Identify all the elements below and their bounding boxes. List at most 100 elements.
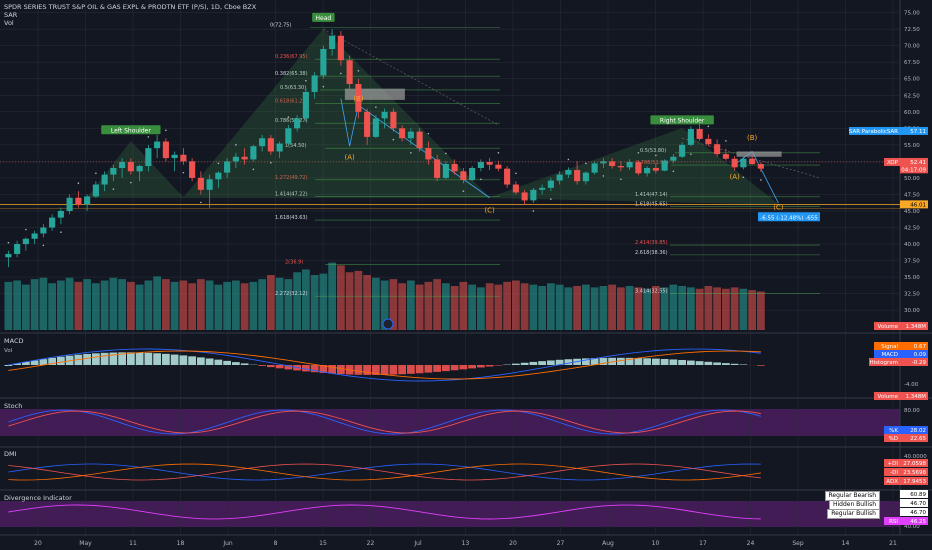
volume-bar bbox=[118, 279, 126, 330]
volume-bar bbox=[4, 281, 13, 330]
candle-body bbox=[591, 163, 598, 173]
candle-body bbox=[162, 141, 169, 159]
volume-bar bbox=[197, 279, 205, 330]
macd-histogram-bar bbox=[590, 358, 599, 365]
y-tick-label: 75.00 bbox=[904, 11, 920, 17]
sar-dot bbox=[567, 158, 570, 161]
candle-body bbox=[661, 160, 668, 171]
volume-bar bbox=[599, 286, 608, 330]
macd-histogram-bar bbox=[494, 365, 503, 366]
plus-di-name-label: +DI bbox=[888, 461, 899, 467]
macd-histogram-bar bbox=[30, 360, 39, 365]
candle-body bbox=[687, 128, 694, 145]
candle-body bbox=[390, 111, 397, 129]
fib-level-label: 2(36.9) bbox=[285, 260, 303, 266]
volume-bar bbox=[380, 280, 389, 330]
stoch-d-name-label: %D bbox=[889, 436, 898, 442]
macd-histogram-bar bbox=[687, 360, 695, 365]
macd-histogram-bar bbox=[258, 365, 266, 366]
volume-bar bbox=[389, 279, 398, 330]
sar-dot bbox=[182, 171, 185, 174]
stoch-k-value-label-bg bbox=[900, 426, 928, 434]
rsi-value-label: 46.25 bbox=[910, 519, 926, 525]
minus-di-value-label: 23.5698 bbox=[903, 470, 926, 476]
sar-dot bbox=[515, 172, 517, 175]
volume-bar bbox=[153, 276, 161, 330]
macd-histogram-bar bbox=[153, 353, 161, 365]
volume-bar bbox=[92, 283, 100, 330]
sar-dot bbox=[42, 244, 45, 247]
candle-body bbox=[582, 172, 589, 182]
volume-bar bbox=[337, 265, 345, 330]
y-tick-label: 62.50 bbox=[904, 93, 920, 99]
candle-body bbox=[504, 168, 511, 185]
right-shoulder-label-bg bbox=[650, 115, 714, 125]
sar-dot bbox=[25, 228, 27, 231]
sar-dot bbox=[7, 241, 10, 244]
plus-di-value-label-bg bbox=[900, 459, 928, 467]
x-tick-label: 14 bbox=[842, 540, 850, 547]
macd-histogram-bar bbox=[275, 365, 284, 369]
head-label-bg bbox=[312, 12, 335, 22]
volume-bar bbox=[354, 270, 363, 330]
candle-body bbox=[425, 148, 432, 160]
candle-body bbox=[276, 143, 283, 152]
fib-level-label: 0.236(67.95) bbox=[275, 54, 308, 60]
sar-dot bbox=[742, 176, 745, 179]
volume-bar bbox=[529, 284, 538, 330]
candle-body bbox=[329, 35, 336, 49]
volume-value-label-bg bbox=[900, 322, 928, 330]
candle-body bbox=[556, 174, 563, 181]
volume-bar bbox=[407, 280, 415, 330]
x-tick-label: Aug bbox=[602, 540, 614, 547]
volume-bar bbox=[433, 279, 441, 330]
volume-bar bbox=[48, 283, 56, 330]
x-tick-label: 11 bbox=[129, 540, 137, 547]
volume-bar bbox=[564, 287, 573, 330]
y-tick-label: 32.50 bbox=[904, 292, 920, 298]
candle-body bbox=[381, 111, 388, 119]
wave-c-label: (C) bbox=[484, 206, 495, 214]
macd-histogram-bar bbox=[310, 365, 319, 373]
fib-level-label: 0.786(58.27) bbox=[275, 118, 308, 124]
candle-body bbox=[92, 184, 99, 197]
y-tick-label: 55.00 bbox=[904, 143, 920, 149]
macd-histogram-bar bbox=[713, 362, 721, 365]
macd-histogram-bar bbox=[634, 358, 643, 365]
sar-dot bbox=[707, 125, 710, 128]
candle-body bbox=[460, 171, 467, 180]
volume-bar bbox=[660, 287, 669, 330]
volume-bar bbox=[687, 287, 695, 330]
macd-histogram-bar bbox=[65, 355, 74, 365]
dmi-line bbox=[8, 463, 761, 481]
macd-histogram-bar bbox=[57, 356, 65, 365]
candle-body bbox=[530, 189, 537, 201]
candle-body bbox=[145, 148, 152, 167]
sar-dot bbox=[357, 70, 360, 72]
sar-value-label: 57.11 bbox=[910, 129, 926, 135]
volume-bar bbox=[258, 279, 266, 330]
signal-value-label: 0.67 bbox=[914, 344, 927, 350]
x-tick-label: 24 bbox=[747, 540, 755, 547]
volume-bar bbox=[590, 287, 599, 330]
macd-histogram-bar bbox=[625, 357, 634, 365]
stoch-title: Stoch bbox=[4, 402, 23, 410]
minus-di-value-label-bg bbox=[900, 468, 928, 476]
macd-histogram-bar bbox=[599, 357, 608, 365]
bullish-value-label: 46.70 bbox=[910, 510, 926, 516]
volume-bar bbox=[739, 288, 748, 330]
macd-histogram-bar bbox=[722, 363, 730, 365]
y-tick-label: 42.50 bbox=[904, 226, 920, 232]
macd-histogram-bar bbox=[643, 358, 651, 365]
volume-bar bbox=[39, 277, 48, 330]
candle-body bbox=[722, 154, 729, 159]
candle-body bbox=[679, 144, 686, 157]
fib-level-label: 3.414(32.55) bbox=[635, 288, 668, 294]
sar-dot bbox=[217, 162, 220, 165]
macd-histogram-bar bbox=[214, 359, 223, 365]
histogram-value-label-bg bbox=[900, 358, 928, 366]
left-shoulder-label-bg bbox=[101, 125, 161, 135]
volume-bar bbox=[722, 288, 730, 330]
fib-level-label: 1.272(49.72) bbox=[275, 175, 308, 181]
